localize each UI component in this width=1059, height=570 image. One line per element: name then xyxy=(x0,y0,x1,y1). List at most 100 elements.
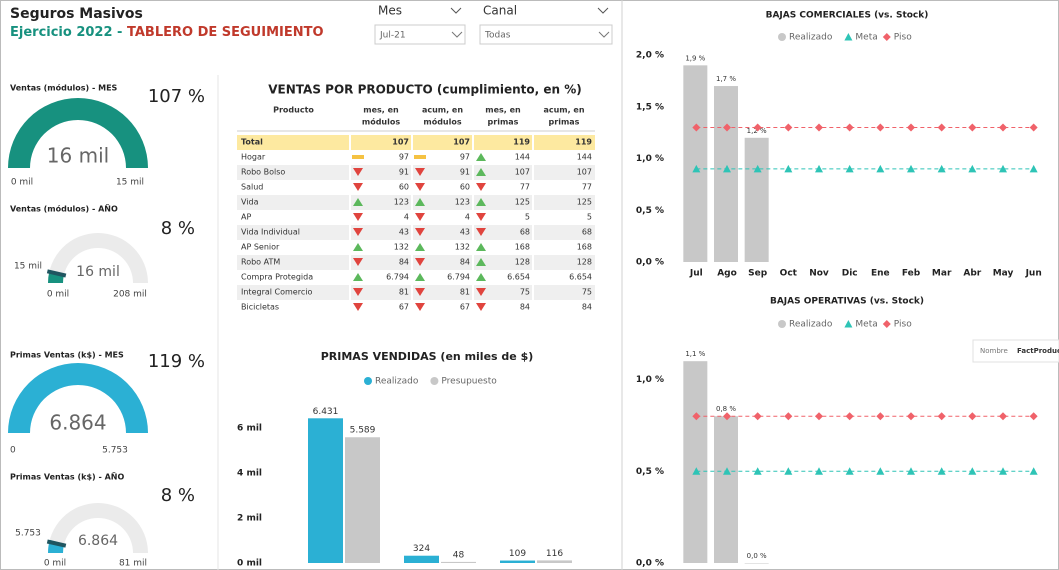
icon-down xyxy=(353,303,363,311)
cell: 84 xyxy=(399,258,409,267)
y-tick-label: 6 mil xyxy=(237,424,262,434)
row-bg xyxy=(237,285,595,300)
icon-down xyxy=(353,213,363,221)
line-marker xyxy=(999,123,1007,132)
legend-marker xyxy=(882,33,891,41)
line-marker xyxy=(753,412,762,421)
y-tick-label: 2 mil xyxy=(237,514,262,524)
cell: 123 xyxy=(394,198,409,207)
legend-label: Realizado xyxy=(789,33,833,43)
gauge-value-label: 16 mil xyxy=(76,264,120,280)
x-tick-label: Jul xyxy=(689,269,703,279)
cell: 67 xyxy=(399,303,409,312)
icon-down xyxy=(353,183,363,191)
chevron xyxy=(598,31,610,38)
gauge-min-label: 0 mil xyxy=(44,559,66,569)
line-marker xyxy=(876,467,885,475)
data-label: 0,0 % xyxy=(747,552,767,560)
gauge-value-label: 6.864 xyxy=(78,533,118,549)
cell: 107 xyxy=(392,138,409,147)
line-marker xyxy=(784,467,793,475)
data-label: 324 xyxy=(413,544,430,554)
legend-label: Realizado xyxy=(789,320,833,330)
cell: 6.654 xyxy=(569,273,592,282)
cell: 144 xyxy=(577,153,592,162)
subtitle: Ejercicio 2022 - xyxy=(10,25,122,40)
gauge-title: Primas Ventas (k$) - MES xyxy=(10,351,124,360)
gauge-percent: 107 % xyxy=(148,86,205,107)
gauge-max-label: 5.753 xyxy=(102,446,128,456)
header-subtitle: Ejercicio 2022 - TABLERO DE SEGUIMIENTO xyxy=(10,25,324,40)
cell: 123 xyxy=(455,198,470,207)
cell: 144 xyxy=(515,153,530,162)
legend-label: Meta xyxy=(855,33,877,43)
slicer-dropdown[interactable] xyxy=(374,24,466,45)
gauge-target xyxy=(46,269,67,278)
icon-down xyxy=(415,183,425,191)
x-tick-label: Mar xyxy=(932,269,952,279)
line-marker xyxy=(723,123,731,132)
chevron xyxy=(597,7,609,14)
row-label: Total xyxy=(241,138,263,147)
chart-title: BAJAS COMERCIALES (vs. Stock) xyxy=(766,11,929,21)
icon-down xyxy=(415,258,425,266)
legend-marker xyxy=(844,320,853,328)
row-label: AP xyxy=(241,213,251,222)
cell: 84 xyxy=(582,303,592,312)
cell: 75 xyxy=(520,288,530,297)
row-label: Vida xyxy=(241,198,259,207)
line-marker xyxy=(815,412,823,421)
icon-down xyxy=(353,288,363,296)
cell: 119 xyxy=(575,138,592,147)
line-marker xyxy=(968,467,977,475)
row-label: Hogar xyxy=(241,153,266,162)
cell: 77 xyxy=(520,183,530,192)
gauge-value xyxy=(8,98,148,168)
line-marker xyxy=(753,123,762,132)
data-label: 1,7 % xyxy=(716,75,736,83)
icon-down xyxy=(415,213,425,221)
cell: 97 xyxy=(460,153,470,162)
line-marker xyxy=(845,467,854,475)
row-label: Integral Comercio xyxy=(241,288,312,297)
data-label: 1,1 % xyxy=(685,350,705,358)
cell: 5 xyxy=(525,213,530,222)
icon-up xyxy=(415,243,425,251)
chart-title: PRIMAS VENDIDAS (en miles de $) xyxy=(321,350,534,363)
icon-flat xyxy=(352,155,364,159)
icon-down xyxy=(353,168,363,176)
icon-down xyxy=(415,228,425,236)
cell: 6.654 xyxy=(507,273,530,282)
chevron xyxy=(450,7,462,14)
bar xyxy=(500,560,535,563)
line-marker xyxy=(999,412,1007,421)
y-tick-label: 1,0 % xyxy=(636,375,664,385)
cell: 168 xyxy=(577,243,592,252)
data-label: 48 xyxy=(453,550,465,560)
column-header: primas xyxy=(549,118,580,127)
line-marker xyxy=(937,412,946,421)
cell: 84 xyxy=(460,258,470,267)
line-marker xyxy=(845,123,854,132)
legend-label: Presupuesto xyxy=(441,377,497,387)
cell: 125 xyxy=(515,198,530,207)
row-label: Salud xyxy=(241,183,263,192)
icon-up xyxy=(476,243,486,251)
cell: 60 xyxy=(460,183,470,192)
slicer-dropdown[interactable] xyxy=(479,24,613,45)
row-bg xyxy=(237,255,595,270)
gauge-target xyxy=(46,539,67,548)
line-marker xyxy=(723,412,731,421)
cell: 4 xyxy=(404,213,409,222)
row-label: Robo Bolso xyxy=(241,168,285,177)
bar xyxy=(345,437,380,563)
y-tick-label: 1,0 % xyxy=(636,154,664,164)
cell: 119 xyxy=(513,138,530,147)
legend-label: Realizado xyxy=(375,377,419,387)
line-marker xyxy=(1029,412,1038,421)
data-label: 1,2 % xyxy=(747,127,767,135)
gauge-title: Ventas (módulos) - MES xyxy=(10,83,118,93)
icon-down xyxy=(476,228,486,236)
gauge-percent: 8 % xyxy=(161,218,195,239)
cell: 6.794 xyxy=(386,273,409,282)
